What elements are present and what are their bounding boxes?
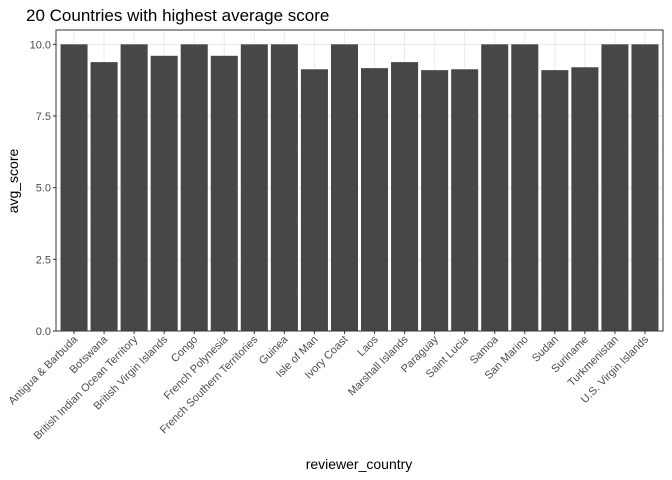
x-tick-label: Laos (355, 333, 381, 359)
bar (330, 44, 358, 331)
y-tick-label: 10.0 (30, 39, 51, 51)
y-tick-label: 7.5 (36, 111, 51, 123)
bar (210, 55, 238, 332)
bar (601, 44, 629, 331)
bar (361, 68, 389, 332)
x-axis-title: reviewer_country (306, 456, 413, 472)
y-axis-title: avg_score (5, 148, 21, 213)
bars (60, 44, 659, 332)
bar (541, 70, 569, 331)
bar (481, 44, 509, 331)
panel-border (55, 29, 664, 332)
bar (451, 69, 479, 332)
y-tick-label: 5.0 (36, 183, 51, 195)
chart-title: 20 Countries with highest average score (26, 6, 329, 25)
y-tick-label: 2.5 (36, 254, 51, 266)
bar (180, 44, 208, 331)
bar (631, 44, 659, 331)
bar (90, 62, 118, 332)
bar (511, 44, 539, 331)
bar (300, 69, 328, 332)
bar (391, 62, 419, 332)
bar (571, 67, 599, 332)
bar (421, 70, 449, 331)
bar (150, 55, 178, 332)
y-axis: 0.0 2.5 5.0 7.5 10.0 (30, 39, 56, 338)
bar (60, 44, 88, 331)
y-tick-label: 0.0 (36, 326, 51, 338)
bar (120, 44, 148, 331)
bar (240, 44, 268, 331)
bar (270, 44, 298, 331)
